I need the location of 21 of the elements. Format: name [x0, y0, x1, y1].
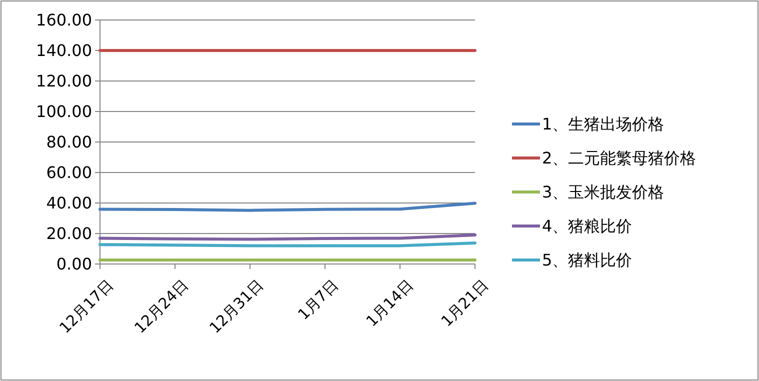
x-tick-label: 12月24日: [130, 276, 192, 337]
x-tick-label: 1月21日: [438, 276, 492, 330]
y-tick-label: 20.00: [46, 224, 92, 243]
x-tick-label: 1月7日: [294, 276, 342, 324]
y-tick-label: 160.00: [36, 10, 92, 30]
y-tick-label: 140.00: [36, 41, 92, 60]
x-tick-label: 12月17日: [56, 276, 117, 337]
legend-label: 2、二元能繁母猪价格: [542, 148, 696, 168]
y-tick-label: 100.00: [36, 102, 92, 121]
legend-label: 1、生猪出场价格: [542, 114, 664, 134]
legend-label: 3、玉米批发价格: [542, 182, 664, 202]
legend-label: 4、猪粮比价: [542, 216, 632, 236]
y-tick-label: 120.00: [36, 72, 92, 90]
y-tick-label: 40.00: [46, 194, 92, 212]
x-tick-label: 1月14日: [362, 276, 417, 330]
y-tick-label: 80.00: [46, 132, 92, 152]
y-tick-label: 0.00: [56, 254, 92, 274]
line-series: [98, 202, 476, 212]
legend-label: 5、猪料比价: [542, 250, 632, 270]
x-tick-label: 12月31日: [206, 276, 267, 337]
y-tick-label: 60.00: [46, 163, 92, 182]
